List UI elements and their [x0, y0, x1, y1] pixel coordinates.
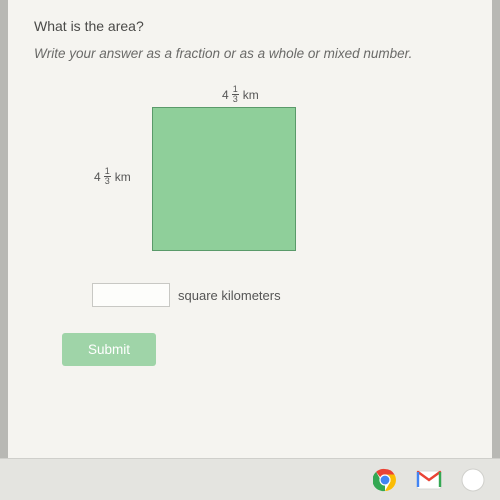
submit-button[interactable]: Submit — [62, 333, 156, 366]
answer-row: square kilometers — [92, 283, 466, 307]
left-denominator: 3 — [104, 177, 111, 186]
chrome-icon[interactable] — [372, 467, 398, 493]
taskbar — [0, 458, 500, 500]
top-denominator: 3 — [232, 95, 239, 104]
worksheet-page: What is the area? Write your answer as a… — [8, 0, 492, 458]
left-dimension-label: 4 1 3 km — [94, 167, 131, 186]
gmail-icon[interactable] — [416, 467, 442, 493]
left-whole: 4 — [94, 170, 101, 184]
question-text: What is the area? — [34, 18, 466, 34]
square-shape — [152, 107, 296, 251]
answer-input[interactable] — [92, 283, 170, 307]
top-mixed-number: 4 1 3 — [222, 85, 239, 104]
top-dimension-label: 4 1 3 km — [222, 85, 259, 104]
top-unit: km — [243, 88, 259, 102]
app-icon[interactable] — [460, 467, 486, 493]
top-fraction: 1 3 — [232, 85, 239, 104]
top-whole: 4 — [222, 88, 229, 102]
left-unit: km — [115, 170, 131, 184]
figure-area: 4 1 3 km 4 1 3 km — [94, 85, 466, 265]
left-fraction: 1 3 — [104, 167, 111, 186]
instruction-text: Write your answer as a fraction or as a … — [34, 46, 466, 61]
left-mixed-number: 4 1 3 — [94, 167, 111, 186]
answer-unit-label: square kilometers — [178, 288, 281, 303]
